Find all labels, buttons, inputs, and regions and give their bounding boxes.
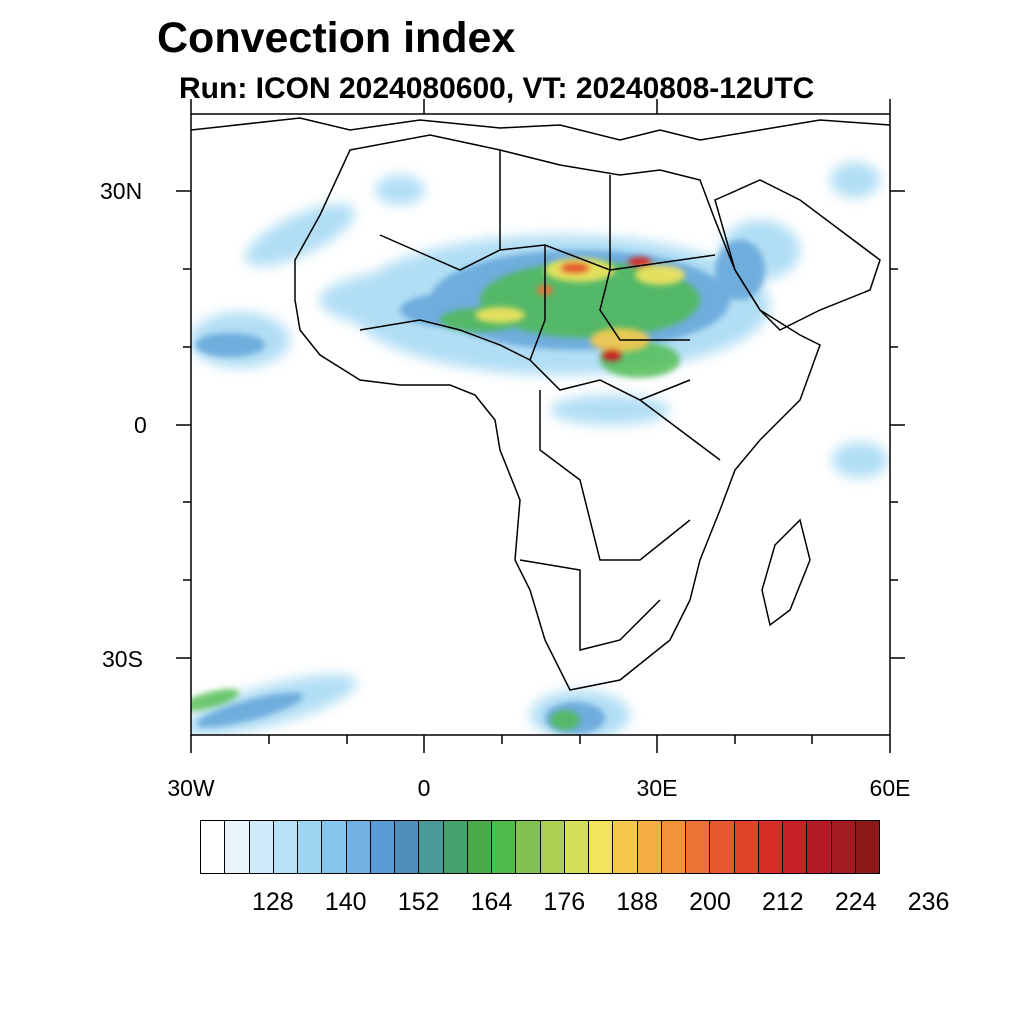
colorbar-cell [734,821,759,873]
colorbar-cell [758,821,783,873]
chart-title: Convection index [157,14,516,62]
colorbar-label: 236 [907,888,950,916]
colorbar-cell [467,821,492,873]
colorbar-cell [298,821,323,873]
lon-label-30w: 30W [167,775,215,801]
colorbar-cell [540,821,565,873]
colorbar-cell [492,821,517,873]
colorbar-cell [201,821,226,873]
colorbar-label: 200 [689,888,731,916]
colorbar-cell [783,821,808,873]
lat-label-0: 0 [134,412,147,438]
colorbar-cell [249,821,274,873]
colorbar-cell [395,821,420,873]
colorbar-label: 152 [397,888,440,916]
colorbar-cell [831,821,856,873]
lat-label-30s: 30S [102,646,143,672]
lon-label-0: 0 [417,775,431,801]
axis-ticks [176,99,905,753]
colorbar-cell [807,821,832,873]
colorbar-label: 128 [251,888,294,916]
colorbar-label: 164 [470,888,513,916]
colorbar-cell [322,821,347,873]
coastlines [191,117,890,691]
colorbar-label: 212 [761,888,804,916]
colorbar-cell [686,821,711,873]
colorbar-cell [419,821,444,873]
colorbar-cell [637,821,662,873]
colorbar-cell [661,821,686,873]
colorbar-cell [710,821,735,873]
colorbar-cell [589,821,614,873]
colorbar [200,820,880,874]
chart-subtitle: Run: ICON 2024080600, VT: 20240808-12UTC [179,72,815,105]
colorbar-cell [346,821,371,873]
convection-field [191,162,888,735]
colorbar-cell [370,821,395,873]
colorbar-label: 224 [834,888,877,916]
lon-label-60e: 60E [869,775,911,801]
colorbar-cell [273,821,298,873]
colorbar-cell [225,821,250,873]
colorbar-label: 140 [324,888,367,916]
colorbar-cell [564,821,589,873]
lat-label-30n: 30N [100,178,143,204]
colorbar-cell [613,821,638,873]
colorbar-cell [516,821,541,873]
colorbar-cell [855,821,879,873]
lon-label-30e: 30E [636,775,678,801]
colorbar-cell [443,821,468,873]
colorbar-label: 188 [616,888,658,916]
colorbar-label: 176 [543,888,586,916]
